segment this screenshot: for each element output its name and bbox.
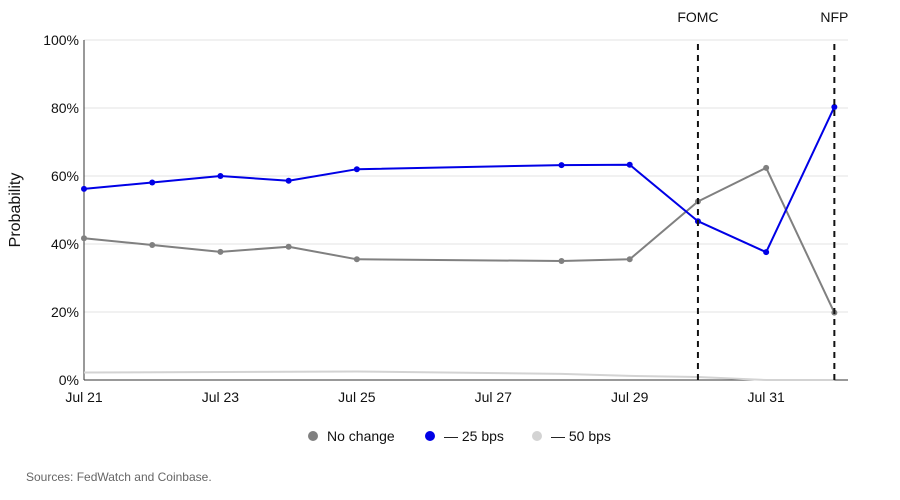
data-point: [763, 249, 770, 256]
data-point: [353, 166, 360, 173]
annotation-label: NFP: [820, 9, 848, 25]
x-tick-label: Jul 29: [611, 389, 649, 405]
data-point: [831, 103, 838, 110]
y-tick-label: 40%: [51, 236, 79, 252]
x-tick-label: Jul 23: [202, 389, 240, 405]
data-point: [353, 256, 360, 263]
data-point: [558, 258, 565, 264]
data-point: [149, 242, 156, 249]
source-note: Sources: FedWatch and Coinbase.: [26, 470, 212, 484]
legend-marker: [425, 431, 435, 441]
x-tick-label: Jul 25: [338, 389, 376, 405]
data-point: [558, 162, 565, 169]
annotation-label: FOMC: [677, 9, 718, 25]
series-line: [83, 166, 836, 314]
data-point: [763, 164, 770, 171]
legend-label: — 25 bps: [444, 428, 504, 444]
legend-label: No change: [327, 428, 395, 444]
legend-marker: [532, 431, 542, 441]
data-point: [217, 173, 224, 179]
legend-marker: [308, 431, 318, 441]
data-point: [285, 243, 292, 250]
x-tick-label: Jul 21: [65, 389, 103, 405]
series-line: [83, 370, 835, 381]
data-point: [626, 161, 633, 168]
x-tick-label: Jul 31: [747, 389, 785, 405]
series-group: [81, 103, 838, 381]
x-tick-label: Jul 27: [475, 389, 513, 405]
data-point: [217, 248, 224, 255]
y-tick-label: 100%: [43, 32, 79, 48]
data-point: [626, 256, 633, 263]
legend: No change — 25 bps — 50 bps: [308, 428, 611, 444]
data-point: [81, 235, 87, 242]
y-tick-label: 60%: [51, 168, 79, 184]
y-axis-label: Probability: [7, 173, 24, 248]
y-tick-label: 20%: [51, 304, 79, 320]
y-tick-label: 80%: [51, 100, 79, 116]
data-point: [81, 185, 87, 192]
series-line: [83, 106, 836, 254]
axes: 0% 20% 40% 60% 80% 100% Jul 21 Jul 23 Jul 25 Jul …: [7, 32, 848, 405]
y-tick-label: 0%: [59, 372, 79, 388]
legend-label: — 50 bps: [551, 428, 611, 444]
data-point: [285, 177, 292, 184]
annotations: FOMC NFP: [677, 9, 848, 380]
data-point: [149, 179, 156, 186]
gridlines: [84, 39, 848, 313]
